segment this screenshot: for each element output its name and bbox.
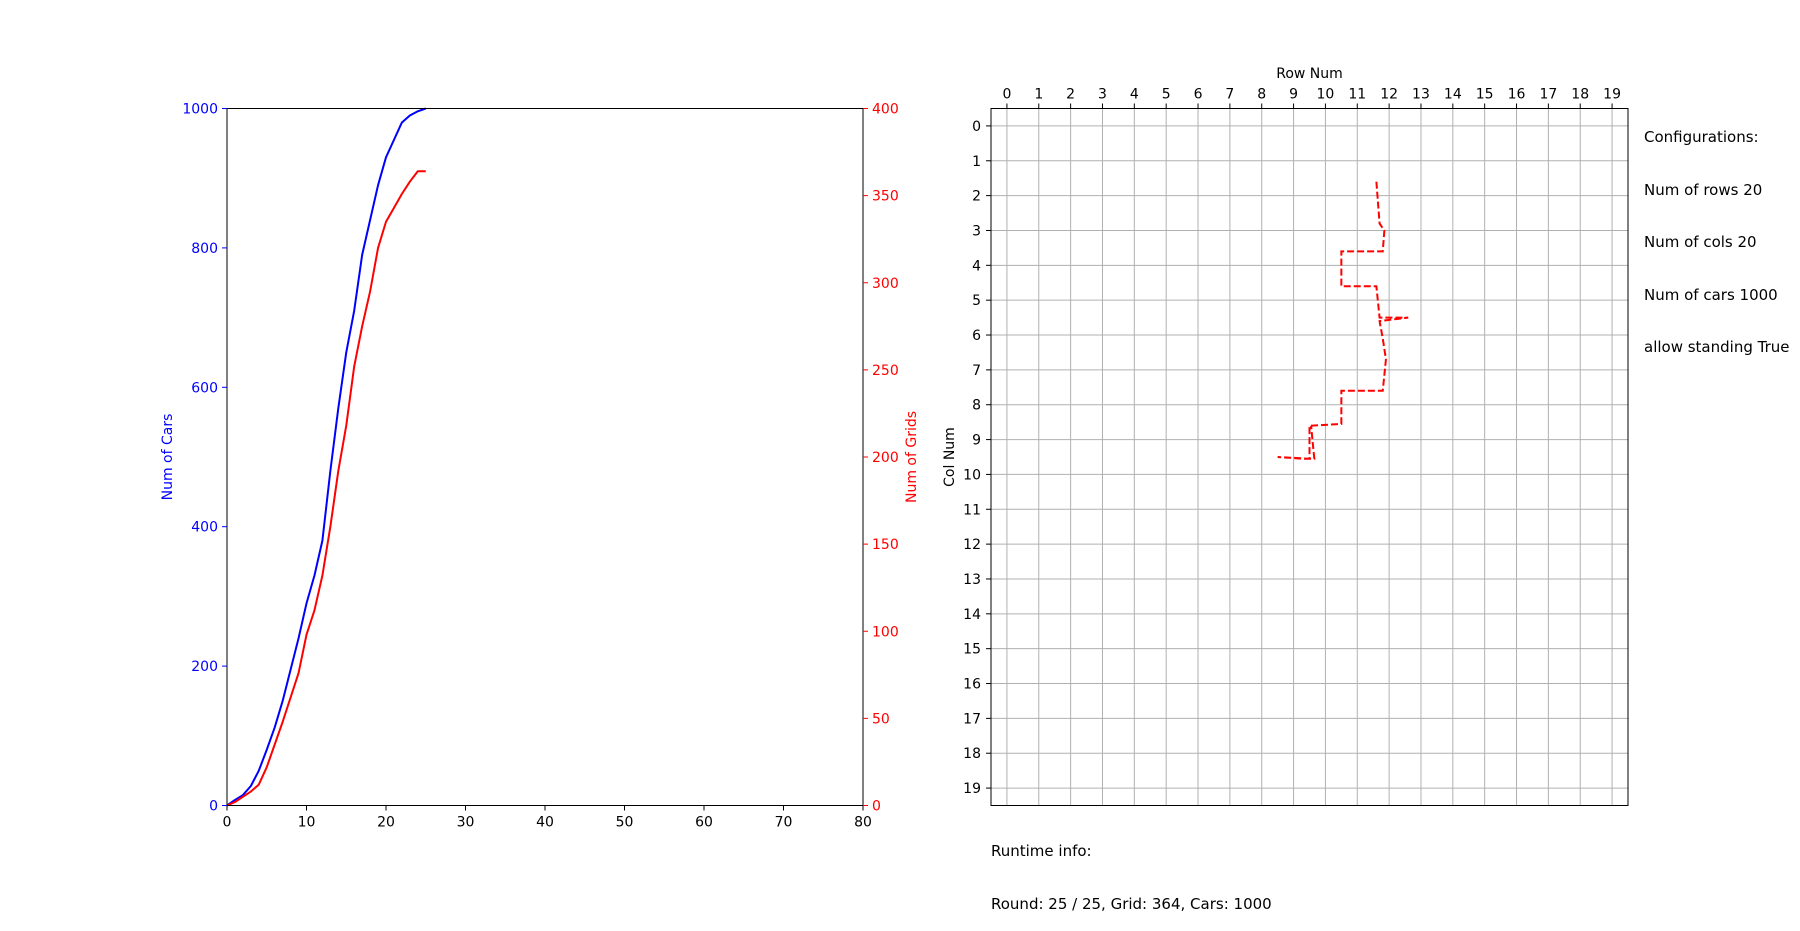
y-left-tick-label: 0 bbox=[209, 799, 218, 815]
x-tick-label: 6 bbox=[1194, 87, 1203, 103]
series-line-1 bbox=[226, 170, 426, 807]
y-tick-label: 12 bbox=[963, 537, 981, 553]
figure: 0 10 20 30 40 50 60 70 8002004006008001000050100… bbox=[160, 66, 1629, 831]
x-tick-label: 16 bbox=[1508, 87, 1526, 103]
y-tick-label: 7 bbox=[972, 363, 981, 379]
y-tick-label: 3 bbox=[972, 223, 981, 239]
y-left-tick-label: 800 bbox=[191, 241, 218, 257]
y-left-axis-label: Num of Cars bbox=[160, 414, 176, 501]
x-tick-label: 20 bbox=[377, 815, 395, 831]
y-right-tick-label: 300 bbox=[872, 276, 899, 292]
y-tick-label: 17 bbox=[963, 711, 981, 727]
y-tick-label: 13 bbox=[963, 572, 981, 588]
runtime-status: Round: 25 / 25, Grid: 364, Cars: 1000 bbox=[991, 894, 1272, 913]
y-tick-label: 15 bbox=[963, 642, 981, 658]
y-right-tick-label: 150 bbox=[872, 537, 899, 553]
y-axis-label: Col Num bbox=[942, 427, 958, 487]
config-title: Configurations: bbox=[1644, 128, 1759, 146]
series-line-0 bbox=[226, 107, 427, 807]
x-tick-label: 1 bbox=[1034, 87, 1043, 103]
x-tick-label: 10 bbox=[1317, 87, 1335, 103]
x-tick-label: 10 bbox=[298, 815, 316, 831]
y-right-tick-label: 250 bbox=[872, 363, 899, 379]
y-tick-label: 0 bbox=[972, 119, 981, 135]
y-left-tick-label: 200 bbox=[191, 659, 218, 675]
y-right-axis-label: Num of Grids bbox=[904, 411, 920, 503]
y-tick-label: 4 bbox=[972, 258, 981, 274]
y-tick-label: 6 bbox=[972, 328, 981, 344]
y-tick-label: 2 bbox=[972, 189, 981, 205]
config-rows: Num of rows 20 bbox=[1644, 180, 1763, 199]
y-tick-label: 14 bbox=[963, 607, 981, 623]
y-right-tick-label: 50 bbox=[872, 711, 890, 727]
y-right-tick-label: 350 bbox=[872, 189, 899, 205]
x-tick-label: 60 bbox=[695, 815, 713, 831]
x-tick-label: 4 bbox=[1130, 87, 1139, 103]
car-path-line bbox=[1277, 181, 1409, 460]
y-left-tick-label: 400 bbox=[191, 520, 218, 536]
y-right-tick-label: 100 bbox=[872, 624, 899, 640]
y-right-tick-label: 0 bbox=[872, 799, 881, 815]
x-tick-label: 15 bbox=[1476, 87, 1494, 103]
x-tick-label: 80 bbox=[854, 815, 872, 831]
x-tick-label: 9 bbox=[1289, 87, 1298, 103]
x-tick-label: 11 bbox=[1348, 87, 1366, 103]
y-left-tick-label: 1000 bbox=[182, 102, 218, 118]
y-right-tick-label: 200 bbox=[872, 450, 899, 466]
runtime-title: Runtime info: bbox=[991, 842, 1092, 860]
y-tick-label: 16 bbox=[963, 677, 981, 693]
x-axis-label: Row Num bbox=[1276, 66, 1343, 82]
x-tick-label: 5 bbox=[1162, 87, 1171, 103]
y-left-tick-label: 600 bbox=[191, 380, 218, 396]
x-tick-label: 12 bbox=[1380, 87, 1398, 103]
config-standing: allow standing True bbox=[1644, 338, 1790, 356]
runtime-info-panel: Runtime info: Round: 25 / 25, Grid: 364,… bbox=[991, 808, 1272, 931]
x-tick-label: 40 bbox=[536, 815, 554, 831]
configurations-panel: Configurations: Num of rows 20 Num of co… bbox=[1644, 94, 1789, 374]
grid-path-chart: 0 1 2 3 4 5 6 7 8 9 10 11 12 13 14 15 16 17 18 190123456789… bbox=[942, 66, 1629, 806]
x-tick-label: 0 bbox=[1002, 87, 1011, 103]
cars-grids-line-chart: 0 10 20 30 40 50 60 70 8002004006008001000050100… bbox=[160, 102, 920, 831]
y-tick-label: 5 bbox=[972, 293, 981, 309]
x-tick-label: 7 bbox=[1225, 87, 1234, 103]
x-tick-label: 17 bbox=[1539, 87, 1557, 103]
grid-frame bbox=[990, 108, 1629, 806]
y-tick-label: 11 bbox=[963, 502, 981, 518]
y-tick-label: 9 bbox=[972, 433, 981, 449]
x-tick-label: 30 bbox=[457, 815, 475, 831]
x-tick-label: 19 bbox=[1603, 87, 1621, 103]
y-tick-label: 10 bbox=[963, 467, 981, 483]
x-tick-label: 14 bbox=[1444, 87, 1462, 103]
y-tick-label: 18 bbox=[963, 746, 981, 762]
x-tick-label: 2 bbox=[1066, 87, 1075, 103]
x-tick-label: 13 bbox=[1412, 87, 1430, 103]
config-cols: Num of cols 20 bbox=[1644, 233, 1757, 251]
x-tick-label: 0 bbox=[223, 815, 232, 831]
y-right-tick-label: 400 bbox=[872, 102, 899, 118]
y-tick-label: 19 bbox=[963, 781, 981, 797]
plot-frame bbox=[226, 108, 864, 806]
x-tick-label: 50 bbox=[616, 815, 634, 831]
config-cars: Num of cars 1000 bbox=[1644, 285, 1778, 304]
y-tick-label: 8 bbox=[972, 398, 981, 414]
x-tick-label: 70 bbox=[775, 815, 793, 831]
x-tick-label: 3 bbox=[1098, 87, 1107, 103]
x-tick-label: 18 bbox=[1571, 87, 1589, 103]
y-tick-label: 1 bbox=[972, 154, 981, 170]
x-tick-label: 8 bbox=[1257, 87, 1266, 103]
